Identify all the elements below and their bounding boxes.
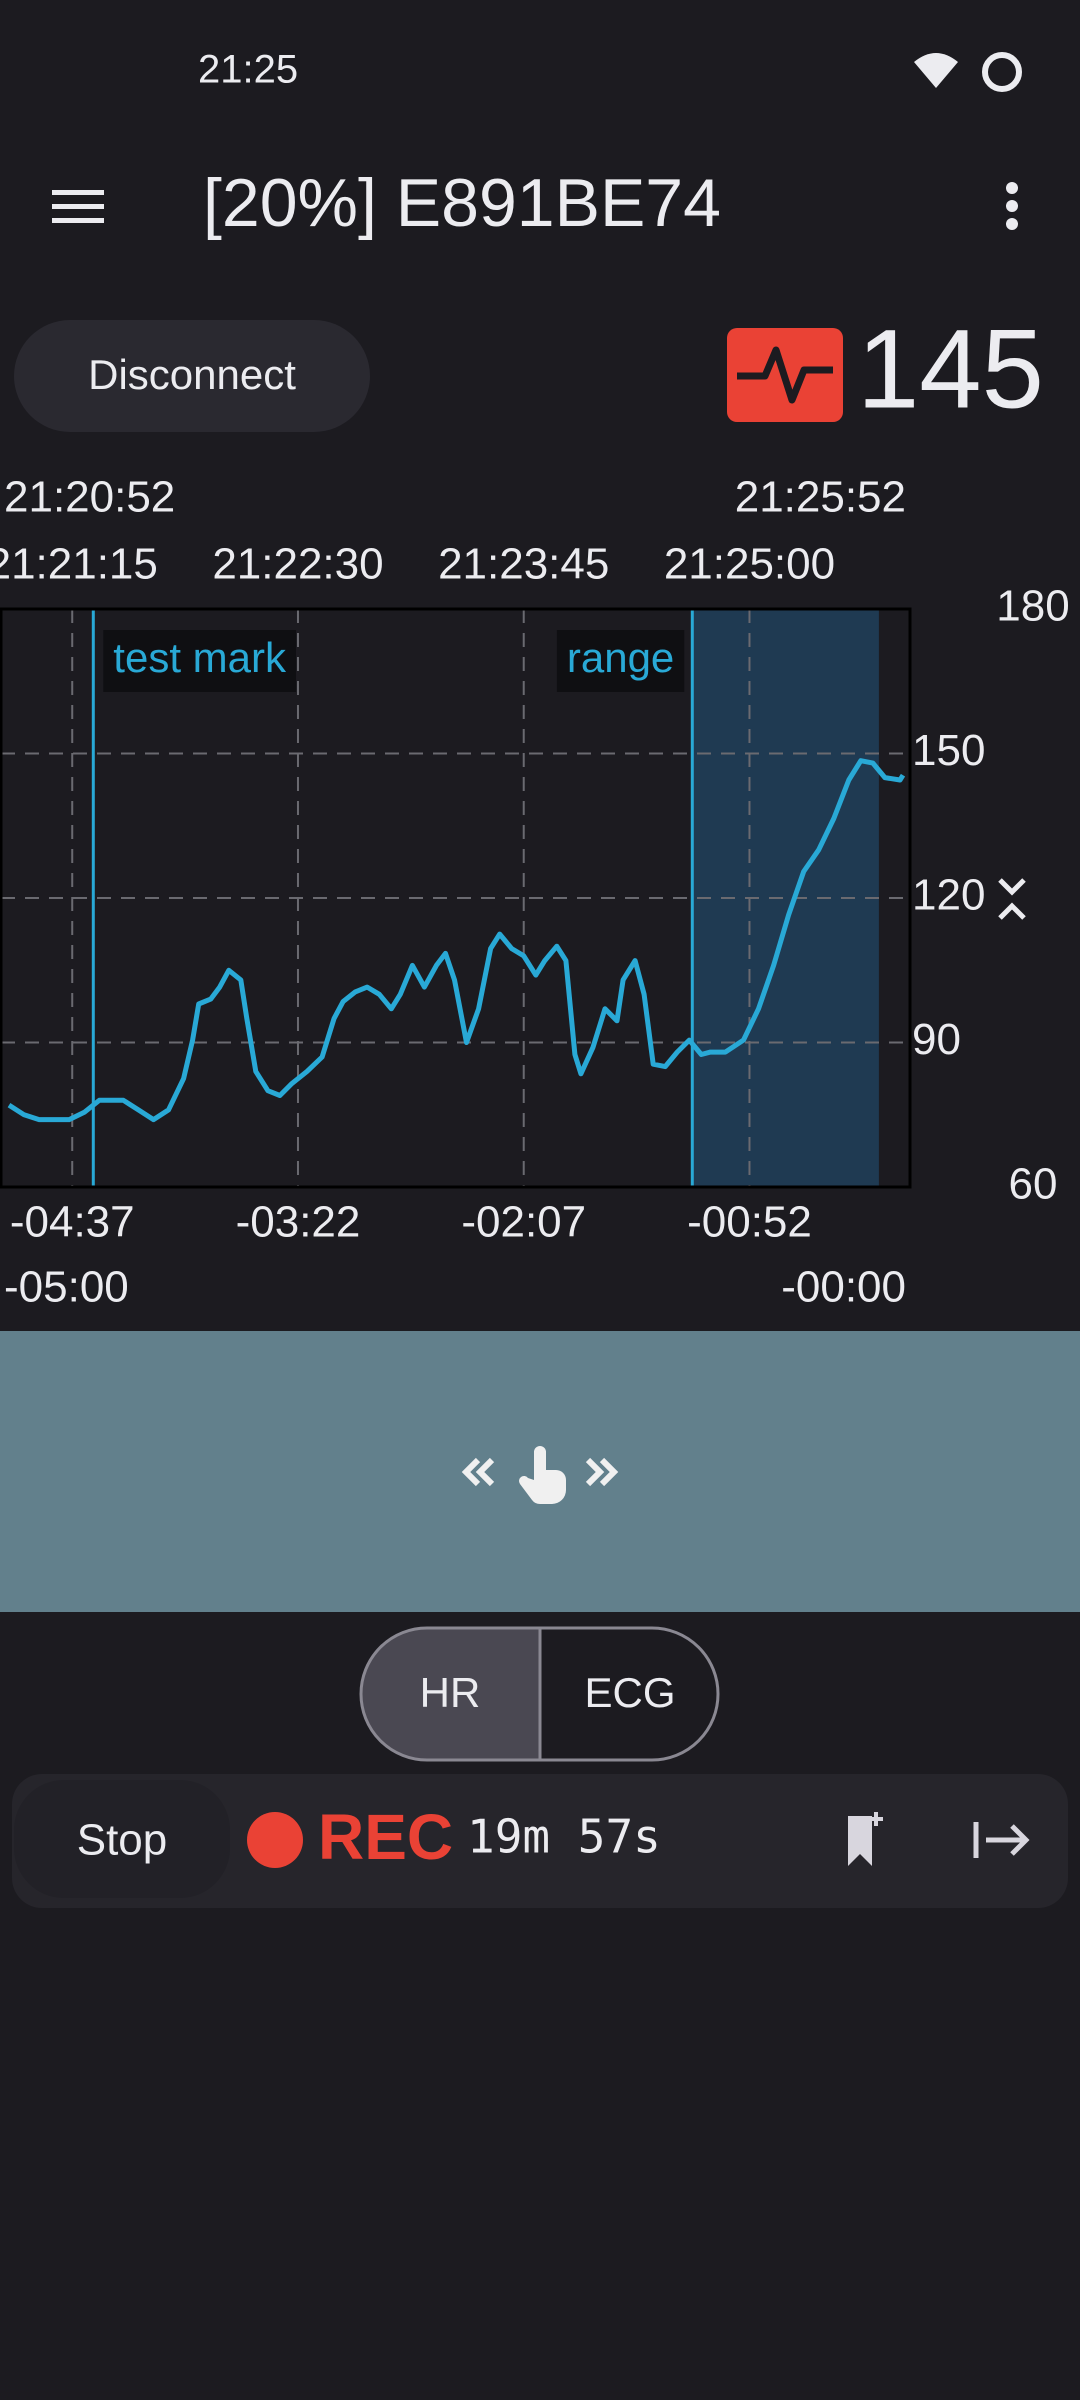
swipe-icon [461, 1457, 619, 1487]
toggle-option[interactable]: HR [420, 1669, 481, 1716]
recording-bar [12, 1774, 1068, 1908]
y-tick-label: 60 [1009, 1160, 1058, 1209]
plot-border [0, 607, 912, 1189]
export-icon [973, 1822, 1030, 1858]
x-tick-label: -04:37 [10, 1198, 135, 1247]
export-button[interactable] [973, 1822, 1030, 1858]
menu-line [52, 204, 104, 209]
y-tick-label: 180 [996, 582, 1069, 631]
menu-button[interactable] [52, 190, 104, 223]
x-tick-label: 21:25:52 [735, 473, 906, 522]
zoom-toggle[interactable] [998, 878, 1026, 920]
hr-icon-wave [737, 346, 833, 404]
x-tick-label: -03:22 [236, 1198, 361, 1247]
app-title: [20%] E891BE74 [203, 165, 721, 241]
annotation-label-bg [103, 630, 297, 692]
x-tick-label: 21:23:45 [438, 540, 609, 589]
bookmark-plus [869, 1812, 883, 1826]
x-tick-label: -05:00 [4, 1263, 129, 1312]
menu-line [52, 190, 104, 195]
button-label: Stop [77, 1816, 168, 1865]
y-tick-label: 120 [912, 871, 985, 920]
menu-line [52, 218, 104, 223]
disconnect-button[interactable]: Disconnect [14, 320, 370, 432]
x-tick-label: 21:22:30 [212, 540, 383, 589]
view-toggle: HR ECG [359, 1626, 720, 1762]
stop-button[interactable]: Stop [14, 1780, 230, 1898]
button-bg [14, 1780, 230, 1898]
x-tick-label: 21:21:15 [0, 540, 158, 589]
rec-status: REC [318, 1801, 453, 1873]
button-label: Disconnect [88, 351, 296, 398]
x-tick-label: 21:25:00 [664, 540, 835, 589]
annotation-label: range [567, 634, 674, 681]
toggle-selected-bg [361, 1628, 540, 1760]
status-time: 21:25 [198, 48, 298, 92]
x-tick-label: -02:07 [461, 1198, 586, 1247]
chart: 60 90 120 150 180 21:20:52 21:21:15 21:22:30 21:… [0, 473, 1070, 1312]
dot [1006, 218, 1018, 230]
toggle-option[interactable]: ECG [584, 1669, 675, 1716]
button-bg [14, 320, 370, 432]
hr-line [7, 758, 906, 1123]
x-tick-label: 21:20:52 [4, 473, 175, 522]
dot [1006, 200, 1018, 212]
heart-rate-value: 145 [857, 307, 1044, 432]
rec-dot [247, 1812, 303, 1868]
status-icon [982, 52, 1022, 92]
x-tick-label: -00:00 [781, 1263, 906, 1312]
y-tick-label: 150 [912, 726, 985, 775]
annotation-label: test mark [113, 634, 287, 681]
dot [1006, 182, 1018, 194]
touch-icon [519, 1446, 566, 1504]
bookmark-icon [848, 1816, 872, 1866]
rec-elapsed: 19m 57s [467, 1810, 661, 1864]
annotation-label-bg [556, 630, 685, 692]
overflow-menu[interactable] [1006, 182, 1018, 230]
x-tick-label: -00:52 [687, 1198, 812, 1247]
y-tick-label: 90 [912, 1015, 961, 1064]
zoom-icon [998, 878, 1026, 920]
add-bookmark[interactable] [848, 1812, 883, 1866]
wifi-icon [914, 53, 958, 88]
